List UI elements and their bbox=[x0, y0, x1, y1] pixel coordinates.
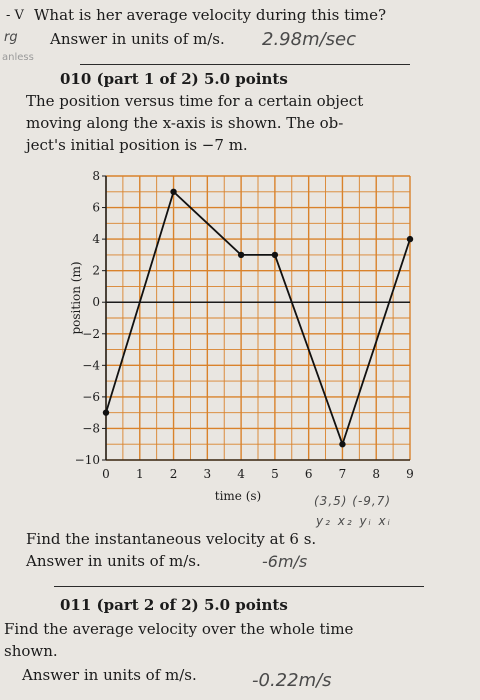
question-marker: - V bbox=[6, 8, 24, 23]
part2-text-line: Find the average velocity over the whole… bbox=[4, 620, 354, 638]
handwritten-answer-average: -0.22m/s bbox=[252, 670, 332, 691]
y-tick-label: −10 bbox=[75, 453, 100, 467]
part1-text-line: moving along the x-axis is shown. The ob… bbox=[26, 114, 344, 132]
q-instant-prompt: Answer in units of m/s. bbox=[26, 552, 201, 570]
data-point bbox=[102, 409, 110, 416]
x-tick-label: 0 bbox=[102, 467, 110, 481]
position-line bbox=[105, 190, 411, 447]
divider-line bbox=[80, 64, 410, 65]
y-tick-label: −4 bbox=[82, 358, 100, 372]
chart-grid bbox=[105, 175, 411, 461]
part1-text-line: The position versus time for a certain o… bbox=[26, 92, 364, 110]
x-tick-label: 1 bbox=[136, 467, 144, 481]
data-point bbox=[406, 235, 414, 243]
y-tick-label: 2 bbox=[92, 264, 100, 278]
data-point bbox=[170, 188, 177, 195]
part1-text-line: ject's initial position is −7 m. bbox=[26, 136, 248, 154]
x-axis-label: time (s) bbox=[215, 489, 261, 503]
handwritten-answer-avg: 2.98m/sec bbox=[262, 29, 357, 50]
part2-prompt: Answer in units of m/s. bbox=[22, 666, 197, 684]
handwritten-answer-instant: -6m/s bbox=[262, 552, 308, 571]
q-instant-text: Find the instantaneous velocity at 6 s. bbox=[26, 530, 317, 548]
x-tick-label: 2 bbox=[170, 467, 178, 481]
part2-text-line: shown. bbox=[4, 642, 58, 660]
y-tick-label: 0 bbox=[92, 295, 100, 309]
y-tick-label: 6 bbox=[92, 201, 100, 215]
x-tick-label: 9 bbox=[406, 467, 414, 481]
x-tick-label: 6 bbox=[305, 467, 313, 481]
handwritten-points: (3,5) (-9,7) bbox=[314, 494, 392, 508]
chart-series bbox=[102, 188, 414, 448]
answer-prompt: Answer in units of m/s. bbox=[50, 30, 225, 48]
divider-line bbox=[54, 586, 424, 587]
x-tick-label: 3 bbox=[204, 467, 212, 481]
y-tick-label: −6 bbox=[82, 390, 100, 404]
part1-heading: 010 (part 1 of 2) 5.0 points bbox=[60, 70, 288, 88]
data-point bbox=[237, 251, 245, 259]
x-tick-label: 4 bbox=[237, 467, 245, 481]
data-point bbox=[339, 441, 346, 448]
x-tick-label: 8 bbox=[372, 467, 380, 481]
x-tick-label: 7 bbox=[339, 467, 347, 481]
y-tick-label: 4 bbox=[92, 232, 100, 246]
y-tick-label: 8 bbox=[92, 169, 100, 183]
question-text: What is her average velocity during this… bbox=[34, 6, 387, 24]
y-axis-label: position (m) bbox=[70, 261, 83, 334]
margin-note: rg bbox=[4, 30, 18, 45]
part2-heading: 011 (part 2 of 2) 5.0 points bbox=[60, 596, 288, 614]
y-tick-label: −2 bbox=[82, 327, 100, 341]
margin-note: anless bbox=[2, 52, 34, 63]
y-tick-label: −8 bbox=[82, 421, 100, 435]
handwritten-symbols: y₂ x₂ yᵢ xᵢ bbox=[316, 514, 392, 528]
x-tick-label: 5 bbox=[271, 467, 279, 481]
data-point bbox=[271, 251, 279, 259]
